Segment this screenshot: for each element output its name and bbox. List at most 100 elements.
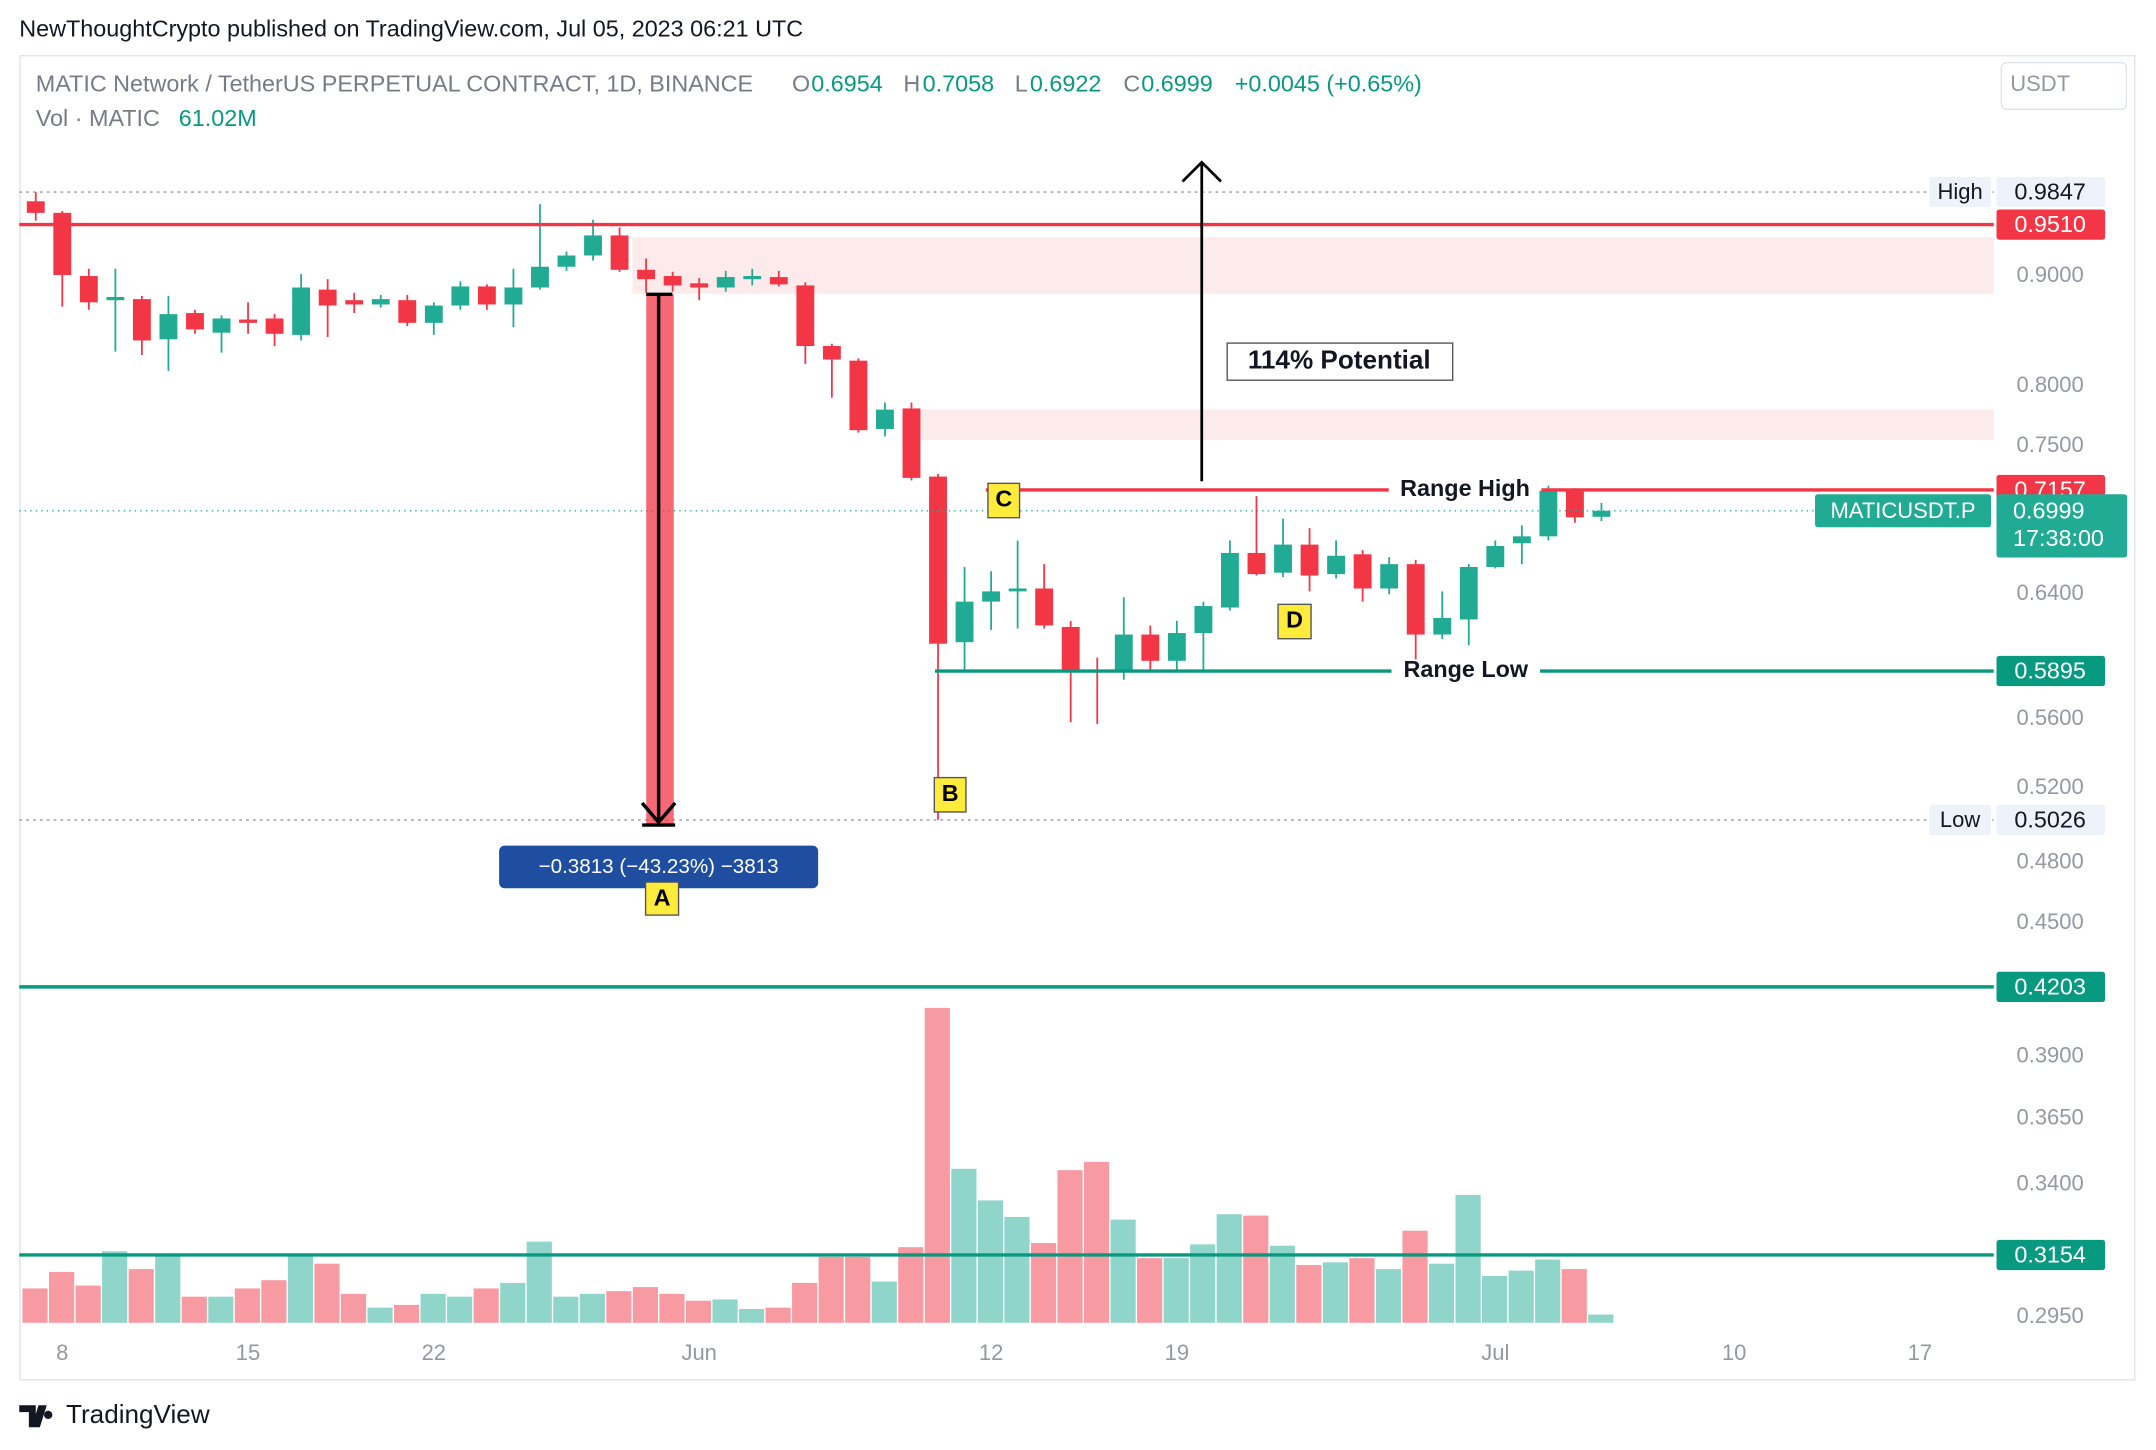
candle-body xyxy=(584,235,602,256)
ohlc-value: 0.7058 xyxy=(923,70,994,96)
candle-body xyxy=(1035,588,1054,626)
candle-body xyxy=(159,314,178,340)
current-price-label: 0.6999 xyxy=(2013,497,2084,523)
point-box xyxy=(987,482,1021,519)
volume-bar xyxy=(473,1288,499,1323)
candle-body xyxy=(531,266,549,288)
candle-body xyxy=(504,287,523,305)
ohlc-letter: C xyxy=(1123,70,1140,96)
candle-body xyxy=(1221,552,1239,608)
candle-body xyxy=(769,277,788,285)
point-label: A xyxy=(654,884,671,910)
volume-bar xyxy=(1375,1269,1402,1323)
candle-body xyxy=(796,285,815,347)
volume-bar xyxy=(314,1263,340,1323)
level-label-box xyxy=(1996,1239,2106,1271)
volume-bar xyxy=(1402,1230,1428,1323)
y-tick-label: 0.5200 xyxy=(2016,774,2083,799)
x-tick-label: 12 xyxy=(979,1340,1003,1365)
candle-body xyxy=(424,305,443,323)
x-tick-label: Jun xyxy=(681,1340,716,1365)
volume-bar xyxy=(1588,1314,1614,1323)
chart-frame xyxy=(19,55,2136,1381)
measure-box xyxy=(499,845,819,889)
candle-body xyxy=(1486,545,1505,567)
volume-value: 61.02M xyxy=(179,105,257,131)
candle-body xyxy=(1167,633,1186,661)
y-tick-label: 0.6400 xyxy=(2016,580,2083,605)
candle-body xyxy=(1353,554,1372,589)
y-tick-label: 0.3400 xyxy=(2016,1171,2083,1196)
volume-bar xyxy=(367,1307,393,1323)
level-name: High xyxy=(1937,179,1982,204)
volume-label: Vol · MATIC xyxy=(36,105,160,131)
ohlc-letter: L xyxy=(1015,70,1028,96)
volume-bar xyxy=(1110,1219,1136,1323)
candle-body xyxy=(637,269,656,280)
measure-arrowhead xyxy=(640,801,677,825)
candle-body xyxy=(955,601,974,643)
volume-bar xyxy=(738,1308,765,1323)
candle-body xyxy=(1512,536,1531,544)
volume-bar xyxy=(102,1251,128,1323)
candle-body xyxy=(1327,555,1346,575)
level-label-box xyxy=(1996,971,2106,1003)
candle-body xyxy=(1433,617,1452,635)
candle-body xyxy=(1274,544,1292,573)
candle-body xyxy=(716,277,735,288)
volume-bar xyxy=(712,1299,738,1323)
candle-body xyxy=(1565,490,1584,518)
x-tick-label: 8 xyxy=(56,1340,68,1365)
candle-body xyxy=(398,300,417,323)
currency[interactable]: USDT xyxy=(2010,71,2070,96)
zone xyxy=(632,237,1994,294)
volume-bar xyxy=(1535,1259,1561,1323)
candle-body xyxy=(265,318,284,334)
candle-body xyxy=(1380,564,1399,589)
volume-bar xyxy=(420,1293,446,1323)
candle-body xyxy=(876,409,894,429)
candle-body xyxy=(982,591,1001,602)
point-label: C xyxy=(995,486,1012,512)
volume-bar xyxy=(553,1296,579,1323)
candle-body xyxy=(477,286,496,305)
volume-bar xyxy=(447,1296,473,1323)
volume-bar xyxy=(128,1269,154,1323)
volume-bar xyxy=(1137,1258,1163,1323)
ohlc-value: 0.6922 xyxy=(1030,70,1101,96)
volume-bar xyxy=(606,1291,632,1323)
level-label: 0.9847 xyxy=(2014,179,2085,205)
volume-bar xyxy=(1163,1258,1189,1323)
point-box xyxy=(1277,603,1312,640)
publisher: NewThoughtCrypto published on TradingVie… xyxy=(19,15,803,41)
volume-bar xyxy=(49,1271,75,1323)
y-tick-label: 0.3900 xyxy=(2016,1043,2083,1068)
currency-button[interactable] xyxy=(2000,61,2128,111)
current-price-box xyxy=(1996,494,2128,558)
potential-arrow: 114% Potential xyxy=(1181,160,1454,482)
brand: TradingView xyxy=(19,1399,210,1429)
symbol-label: MATICUSDT.P xyxy=(1830,498,1975,523)
volume-bar xyxy=(1508,1270,1534,1323)
x-tick-label: 19 xyxy=(1165,1340,1189,1365)
candle-body xyxy=(1459,566,1478,620)
countdown: 17:38:00 xyxy=(2013,525,2104,551)
volume-bar xyxy=(500,1282,526,1323)
volume-bar xyxy=(1004,1216,1030,1323)
candle-body xyxy=(212,318,231,333)
volume-bar xyxy=(1083,1161,1110,1323)
point-label: D xyxy=(1286,607,1303,633)
candle-body xyxy=(53,212,72,275)
brand-name: TradingView xyxy=(66,1399,210,1429)
potential-box xyxy=(1226,342,1454,381)
ohlc-value: 0.6954 xyxy=(811,70,882,96)
level-label-box xyxy=(1996,655,2106,687)
candle-body xyxy=(371,299,390,305)
volume-bar xyxy=(1243,1215,1269,1323)
volume-bar xyxy=(1322,1262,1348,1323)
y-tick-label: 0.2950 xyxy=(2016,1303,2083,1328)
candle-body xyxy=(610,235,629,270)
volume-bar xyxy=(924,1007,950,1323)
level-label: 0.4203 xyxy=(2014,973,2085,999)
